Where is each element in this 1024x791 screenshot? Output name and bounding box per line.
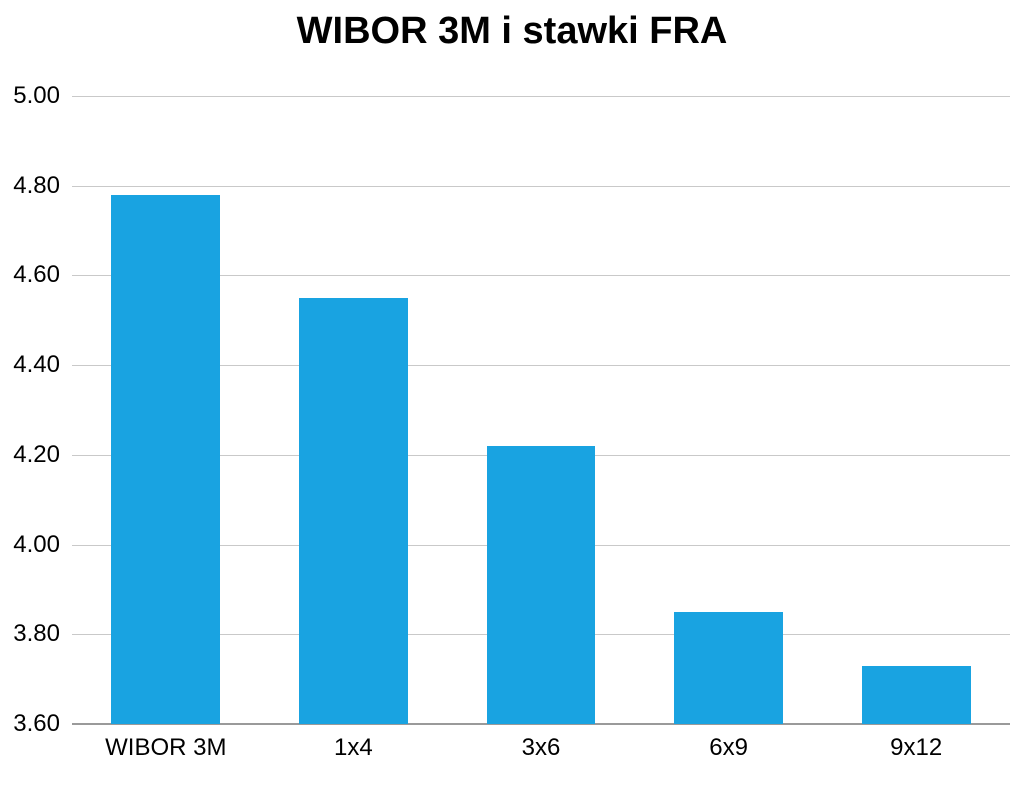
grid-line: [72, 186, 1010, 187]
y-axis-label: 5.00: [13, 82, 72, 110]
y-axis-label: 3.80: [13, 620, 72, 648]
chart-container: WIBOR 3M i stawki FRA 5.004.804.604.404.…: [0, 0, 1024, 791]
x-axis-label: 1x4: [334, 724, 373, 762]
bar: [674, 612, 783, 724]
grid-line: [72, 96, 1010, 97]
plot-area: 5.004.804.604.404.204.003.803.60WIBOR 3M…: [72, 96, 1010, 724]
y-axis-label: 3.60: [13, 710, 72, 738]
x-axis-label: 9x12: [890, 724, 942, 762]
x-axis-label: 6x9: [709, 724, 748, 762]
x-axis-label: WIBOR 3M: [105, 724, 226, 762]
y-axis-label: 4.80: [13, 172, 72, 200]
bar: [299, 298, 408, 724]
y-axis-label: 4.20: [13, 441, 72, 469]
y-axis-label: 4.40: [13, 351, 72, 379]
y-axis-label: 4.00: [13, 531, 72, 559]
x-axis-label: 3x6: [522, 724, 561, 762]
bar: [111, 195, 220, 724]
chart-title: WIBOR 3M i stawki FRA: [0, 10, 1024, 53]
y-axis-label: 4.60: [13, 261, 72, 289]
bar: [487, 446, 596, 724]
bar: [862, 666, 971, 724]
